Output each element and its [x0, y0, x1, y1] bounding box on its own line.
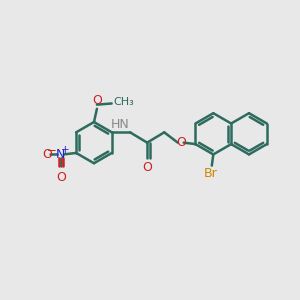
Text: O: O	[56, 171, 66, 184]
Text: +: +	[61, 145, 69, 155]
Text: CH₃: CH₃	[113, 97, 134, 107]
Text: O: O	[176, 136, 186, 149]
Text: −: −	[47, 144, 57, 157]
Text: O: O	[142, 161, 152, 174]
Text: N: N	[56, 148, 65, 161]
Text: O: O	[92, 94, 102, 107]
Text: O: O	[42, 148, 52, 161]
Text: Br: Br	[203, 167, 217, 180]
Text: HN: HN	[111, 118, 130, 131]
